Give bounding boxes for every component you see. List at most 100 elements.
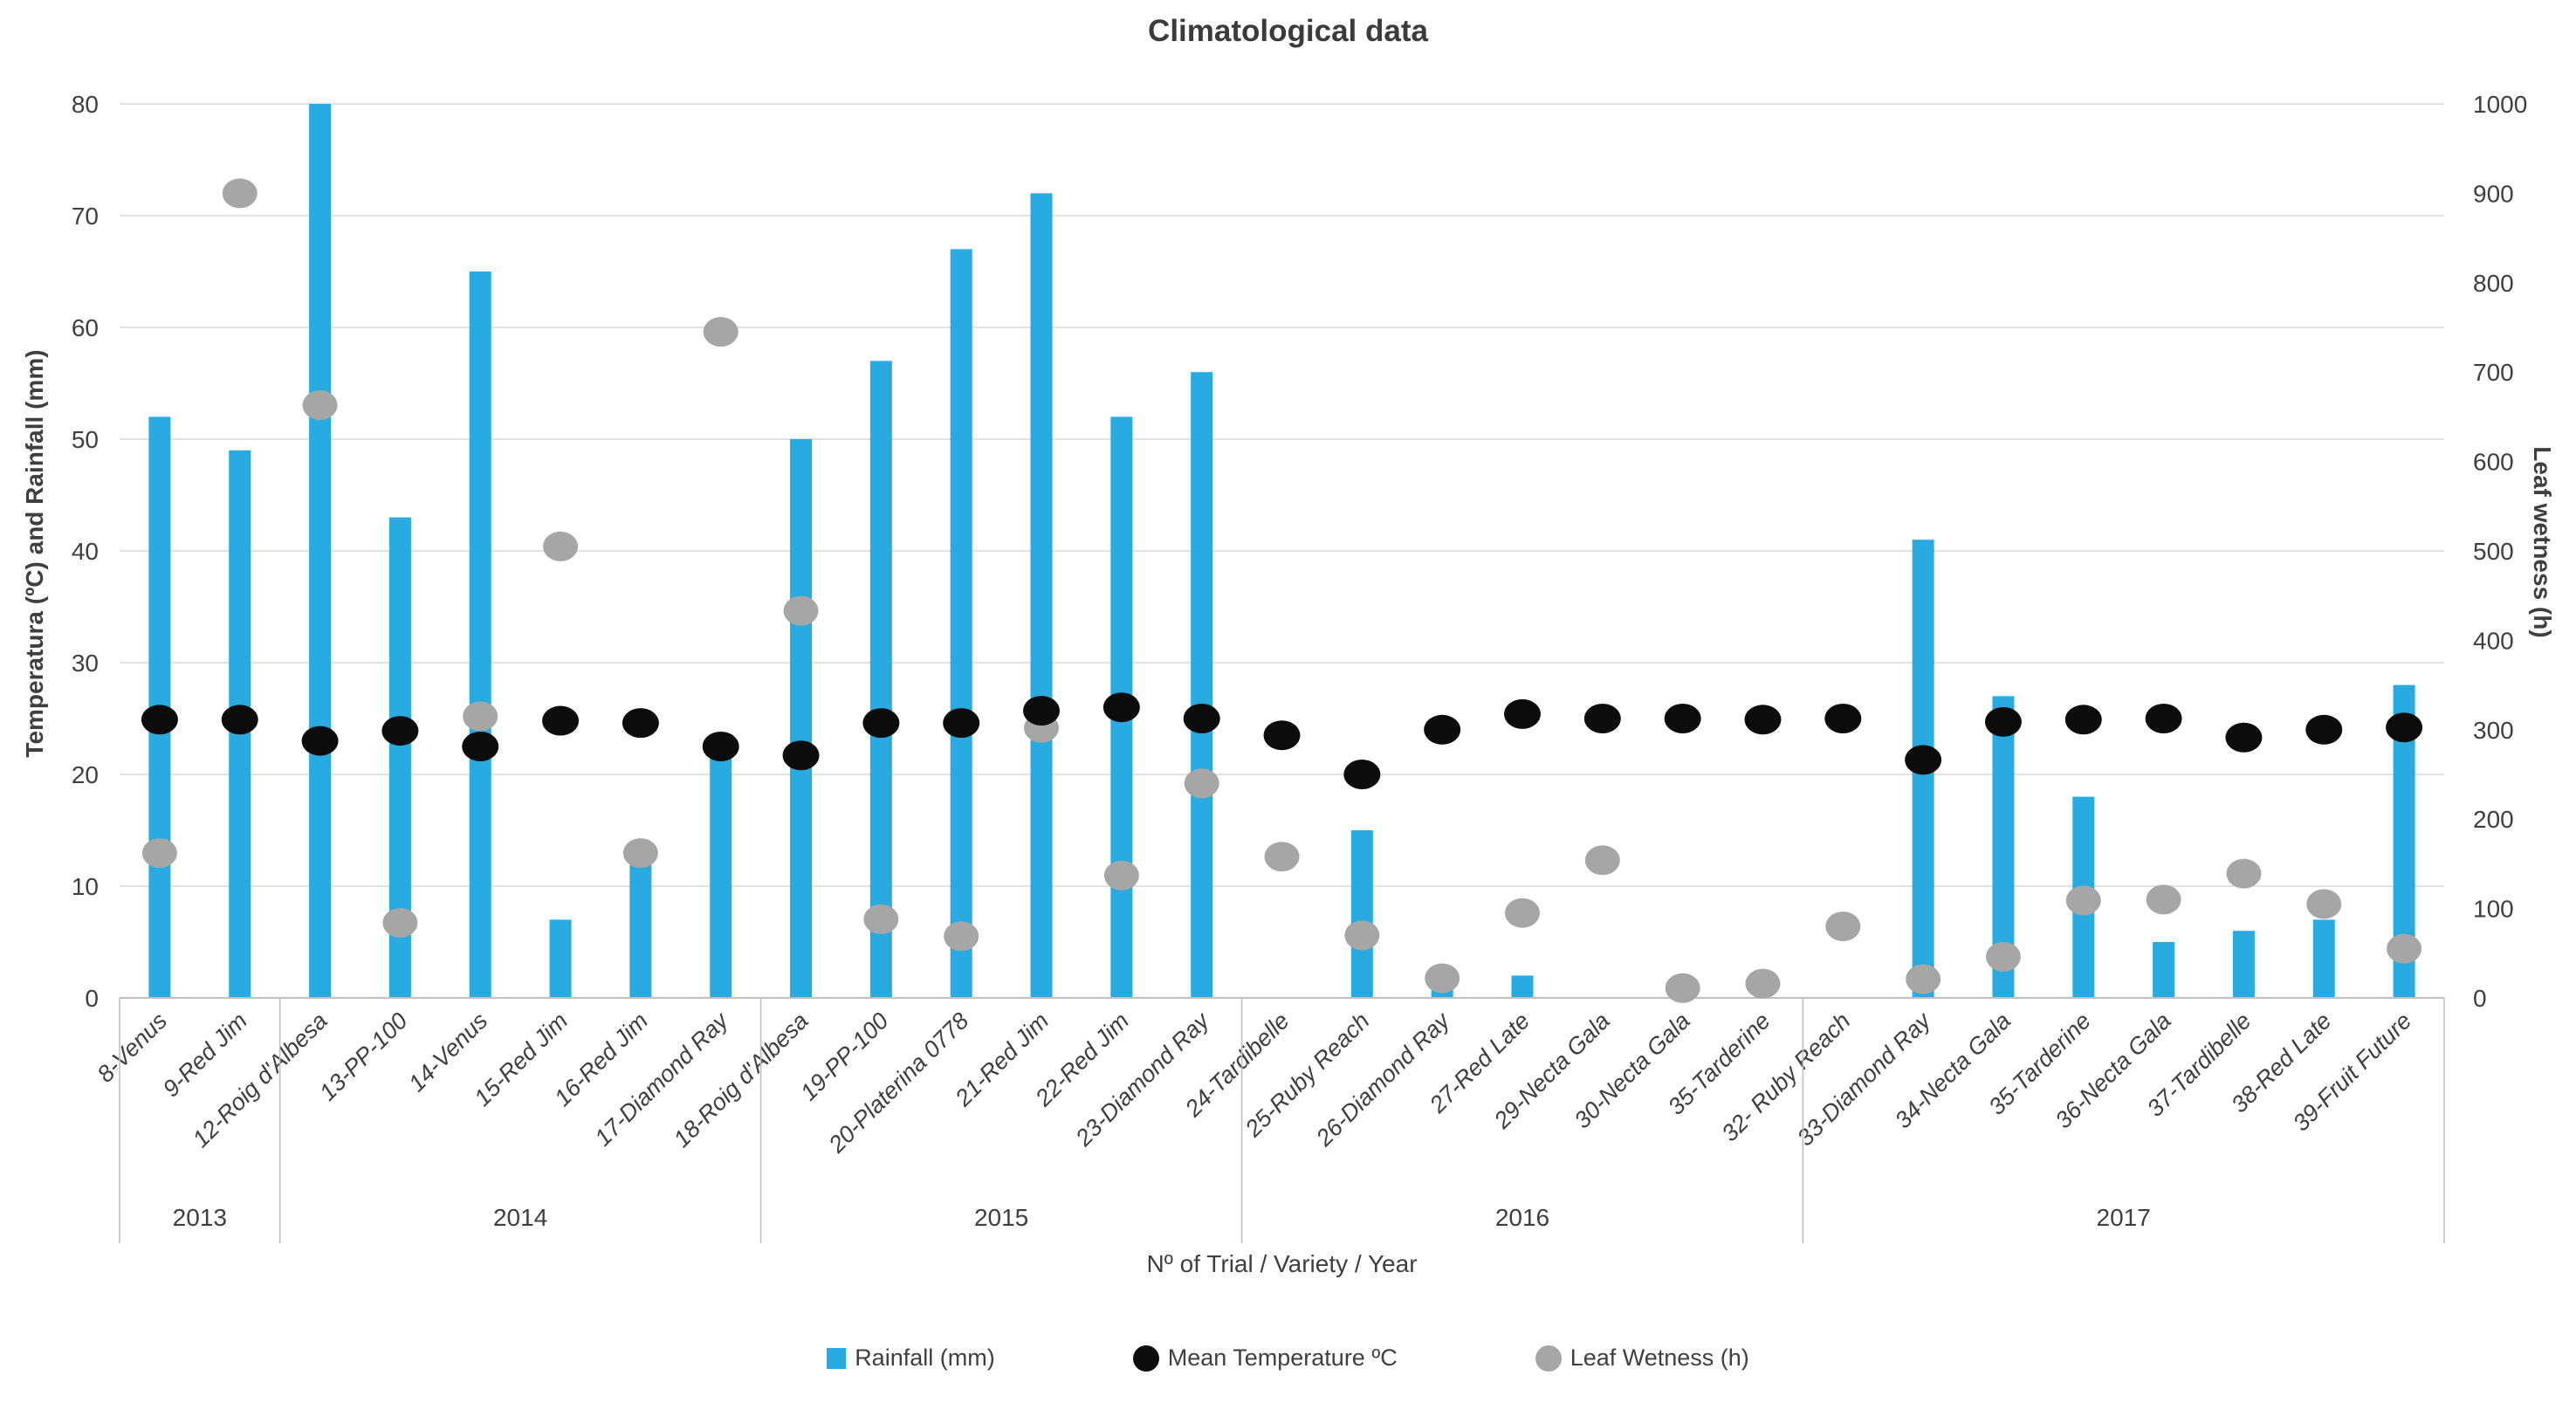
temperature-dot bbox=[2386, 712, 2423, 743]
wetness-dot bbox=[703, 317, 738, 347]
y-left-tick-label: 30 bbox=[72, 650, 99, 677]
year-label: 2014 bbox=[493, 1204, 547, 1231]
category-label: 26-Diamond Ray bbox=[1310, 1007, 1455, 1152]
y-right-tick-label: 200 bbox=[2473, 806, 2514, 833]
legend-label-temperature: Mean Temperature ºC bbox=[1167, 1345, 1398, 1371]
temperature-dot bbox=[141, 705, 178, 735]
rainfall-bar bbox=[2232, 931, 2255, 998]
temperature-dot bbox=[542, 705, 580, 736]
wetness-dot bbox=[783, 595, 819, 626]
rainfall-bar bbox=[2312, 919, 2335, 998]
y-left-tick-label: 0 bbox=[85, 985, 99, 1012]
rainfall-bar bbox=[869, 361, 892, 998]
x-axis-title: Nº of Trial / Variety / Year bbox=[1146, 1250, 1418, 1277]
temperature-dot bbox=[2145, 704, 2182, 733]
y-left-tick-label: 40 bbox=[72, 538, 99, 565]
legend-label-wetness: Leaf Wetness (h) bbox=[1570, 1345, 1749, 1371]
wetness-dot bbox=[2306, 889, 2342, 919]
wetness-dot bbox=[382, 907, 418, 938]
wetness-circle-icon bbox=[1535, 1345, 1562, 1372]
rainfall-bar bbox=[710, 752, 732, 998]
chart-title: Climatological data bbox=[1148, 14, 1428, 48]
rainfall-bar bbox=[1350, 830, 1373, 998]
y-right-tick-label: 700 bbox=[2473, 359, 2514, 386]
wetness-dot bbox=[2146, 884, 2181, 915]
temperature-dot bbox=[1744, 705, 1782, 735]
temperature-dots bbox=[141, 692, 2423, 789]
year-groups: 2013 2014 2015 2016 2017 bbox=[119, 998, 2445, 1243]
year-label: 2013 bbox=[173, 1204, 227, 1231]
temperature-dot bbox=[782, 740, 820, 771]
rainfall-bar bbox=[790, 439, 813, 998]
wetness-dot bbox=[1264, 842, 1300, 872]
y-left-axis-title: Temperatura (ºC) and Rainfall (mm) bbox=[21, 349, 48, 758]
temperature-dot bbox=[1984, 706, 2022, 737]
wetness-dot bbox=[622, 838, 658, 869]
temperature-dot bbox=[1023, 696, 1061, 726]
wetness-dot bbox=[1504, 898, 1540, 928]
wetness-dot bbox=[222, 178, 258, 209]
rainfall-square-icon bbox=[827, 1347, 847, 1369]
temperature-dot bbox=[1905, 745, 1942, 775]
temperature-dot bbox=[1183, 704, 1220, 733]
legend-item-temperature: Mean Temperature ºC bbox=[1132, 1345, 1398, 1372]
y-right-tick-label: 1000 bbox=[2473, 91, 2527, 118]
temperature-circle-icon bbox=[1132, 1345, 1159, 1372]
wetness-dot bbox=[1584, 845, 1620, 876]
category-label: 23-Diamond Ray bbox=[1070, 1007, 1215, 1152]
legend: Rainfall (mm) Mean Temperature ºC Leaf W… bbox=[0, 1345, 2576, 1372]
axis-tick-labels: 0102030405060708001002003004005006007008… bbox=[72, 91, 2527, 1012]
y-left-tick-label: 20 bbox=[72, 761, 99, 788]
y-left-tick-label: 50 bbox=[72, 426, 99, 453]
wetness-dot bbox=[944, 921, 979, 952]
category-label: 8-Venus bbox=[93, 1008, 173, 1088]
temperature-dot bbox=[221, 705, 258, 735]
gridlines bbox=[120, 103, 2444, 887]
y-right-tick-label: 300 bbox=[2473, 717, 2514, 744]
wetness-dot bbox=[863, 904, 899, 934]
temperature-dot bbox=[381, 716, 419, 746]
wetness-dot bbox=[463, 701, 498, 732]
year-label: 2017 bbox=[2097, 1204, 2151, 1231]
y-right-tick-label: 500 bbox=[2473, 538, 2514, 565]
rainfall-bar bbox=[1191, 372, 1213, 998]
rainfall-bar bbox=[309, 104, 332, 998]
wetness-dot bbox=[2226, 858, 2262, 889]
temperature-dot bbox=[1503, 698, 1541, 729]
wetness-dot bbox=[1985, 941, 2021, 972]
y-right-tick-label: 900 bbox=[2473, 180, 2514, 207]
temperature-dot bbox=[943, 708, 980, 739]
category-label: 17-Diamond Ray bbox=[589, 1007, 734, 1152]
temperature-dot bbox=[1424, 714, 1461, 745]
wetness-dot bbox=[543, 531, 579, 561]
legend-item-wetness: Leaf Wetness (h) bbox=[1535, 1345, 1749, 1372]
y-left-tick-label: 80 bbox=[72, 91, 99, 118]
rainfall-bar bbox=[950, 249, 972, 998]
y-right-tick-label: 0 bbox=[2473, 985, 2487, 1012]
wetness-dot bbox=[1103, 860, 1139, 891]
wetness-dot bbox=[1344, 920, 1380, 951]
temperature-dot bbox=[1103, 692, 1140, 723]
wetness-dot bbox=[2387, 933, 2422, 964]
y-left-tick-label: 10 bbox=[72, 873, 99, 900]
category-label: 33-Diamond Ray bbox=[1792, 1007, 1937, 1152]
temperature-dot bbox=[2225, 722, 2263, 753]
category-label: 12-Roig d'Albesa bbox=[188, 1008, 333, 1152]
temperature-dot bbox=[462, 732, 499, 761]
wetness-dot bbox=[302, 390, 338, 421]
wetness-dot bbox=[1665, 973, 1700, 1003]
temperature-dot bbox=[301, 726, 339, 756]
wetness-dot bbox=[2065, 885, 2101, 916]
rainfall-bar bbox=[469, 272, 491, 998]
category-label: 18-Roig d'Albesa bbox=[669, 1008, 814, 1152]
temperature-dot bbox=[1664, 704, 1701, 733]
legend-label-rainfall: Rainfall (mm) bbox=[855, 1345, 995, 1371]
y-right-tick-label: 800 bbox=[2473, 270, 2514, 297]
temperature-dot bbox=[2305, 714, 2343, 745]
category-label: 20-Platerina 0778 bbox=[823, 1008, 974, 1159]
rainfall-bar bbox=[2153, 942, 2175, 998]
category-label: 13-PP-100 bbox=[314, 1008, 412, 1105]
